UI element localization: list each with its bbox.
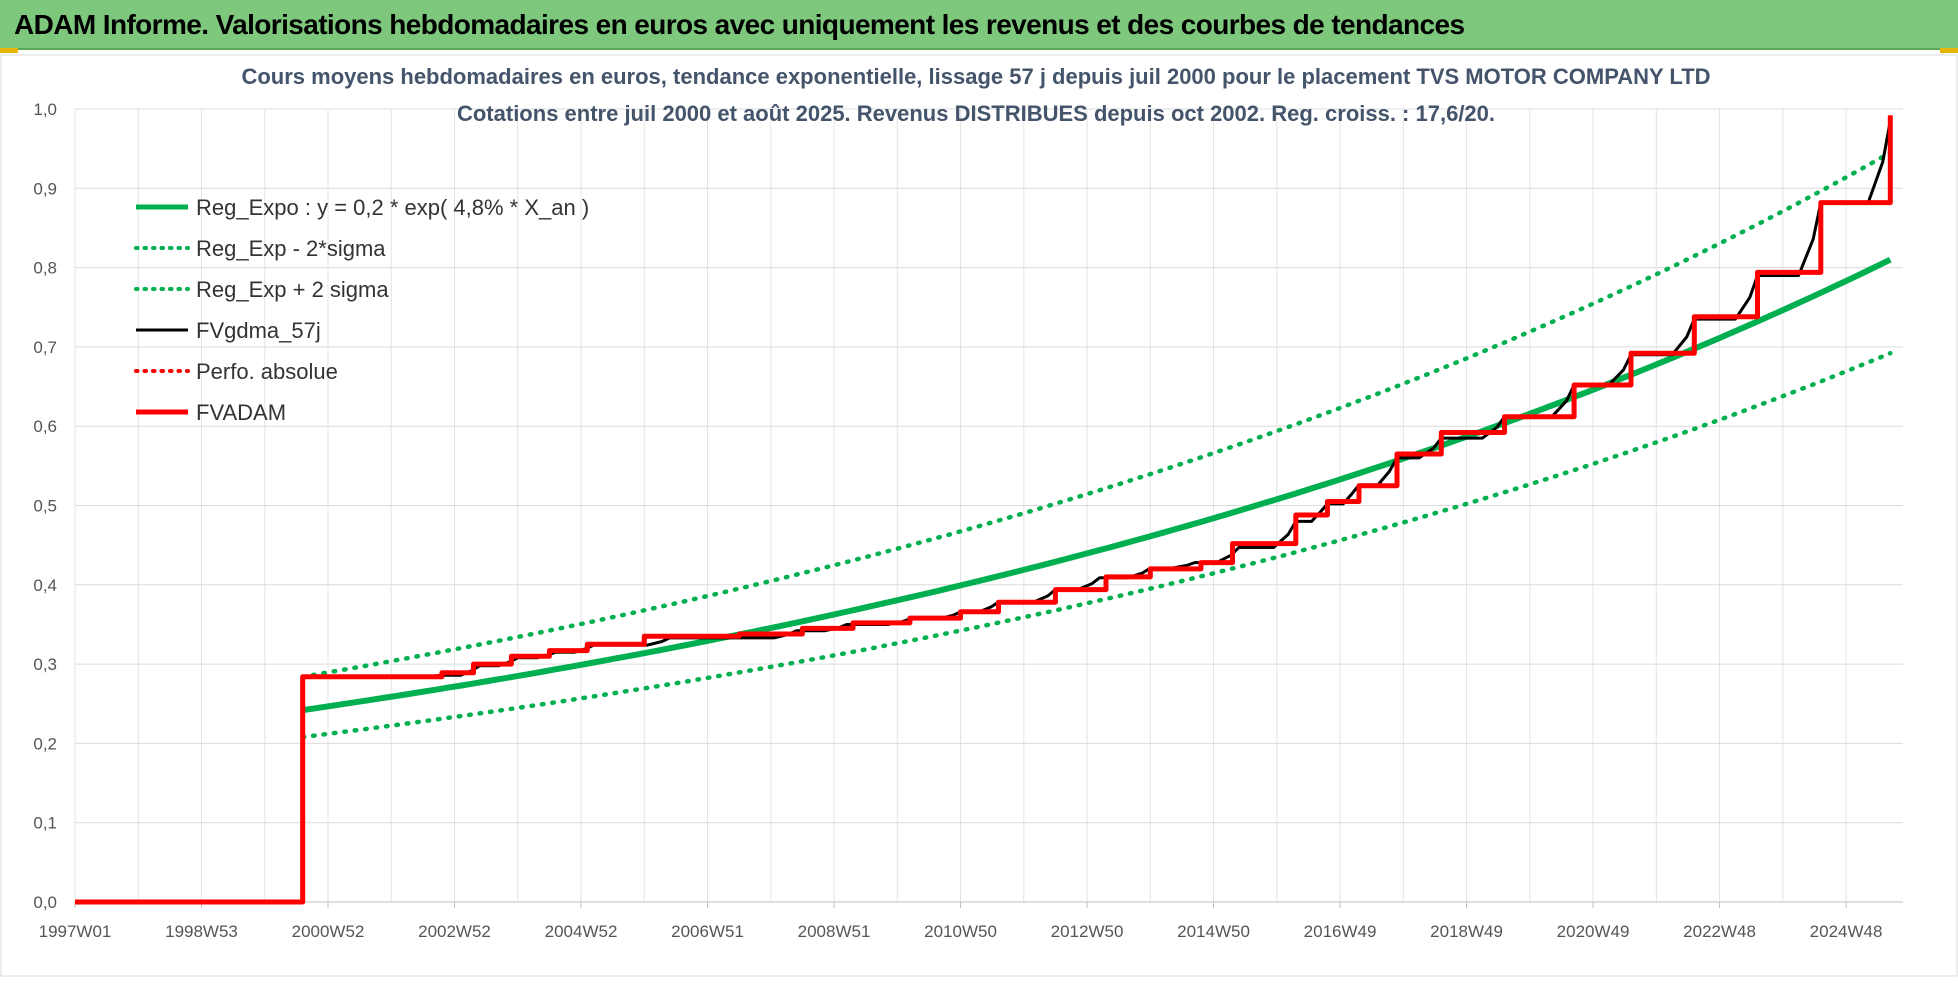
legend-label: Reg_Exp + 2 sigma (196, 277, 389, 302)
legend-label: FVgdma_57j (196, 318, 321, 343)
x-tick-label: 2024W48 (1810, 922, 1883, 941)
y-tick-label: 0,0 (33, 893, 57, 912)
y-tick-label: 0,7 (33, 338, 57, 357)
y-tick-label: 0,3 (33, 655, 57, 674)
series-line-5 (75, 115, 1893, 905)
legend-label: Reg_Exp - 2*sigma (196, 236, 386, 261)
legend-label: Perfo. absolue (196, 359, 338, 384)
legend: Reg_Expo : y = 0,2 * exp( 4,8% * X_an ) R… (134, 195, 589, 425)
x-tick-label: 2018W49 (1430, 922, 1503, 941)
legend-label: FVADAM (196, 400, 286, 425)
x-tick-label: 2002W52 (418, 922, 491, 941)
x-tick-label: 2012W50 (1051, 922, 1124, 941)
y-tick-label: 0,2 (33, 734, 57, 753)
y-tick-label: 0,8 (33, 259, 57, 278)
series-layer (75, 115, 1893, 905)
legend-label: Reg_Expo : y = 0,2 * exp( 4,8% * X_an ) (196, 195, 589, 220)
corner-marker-right (1940, 48, 1958, 53)
y-tick-label: 0,4 (33, 576, 57, 595)
x-tick-label: 2020W49 (1557, 922, 1630, 941)
chart-subtitle: Cotations entre juil 2000 et août 2025. … (457, 101, 1495, 126)
banner: ADAM Informe. Valorisations hebdomadaire… (0, 0, 1958, 50)
series-line-0 (302, 257, 1892, 714)
x-tick-label: 1998W53 (165, 922, 238, 941)
series-line-2 (300, 150, 1893, 680)
series-line-1 (300, 350, 1893, 740)
y-tick-label: 0,1 (33, 814, 57, 833)
x-tick-label: 2010W50 (924, 922, 997, 941)
chart-svg: 0,0 0,1 0,2 0,3 0,4 0,5 0,6 0,7 0,8 0,9 1,0 1997W01… (0, 54, 1958, 977)
y-tick-label: 0,5 (33, 497, 57, 516)
chart-title-block: Cours moyens hebdomadaires en euros, ten… (241, 64, 1710, 126)
corner-marker-left (0, 48, 18, 53)
chart-title: Cours moyens hebdomadaires en euros, ten… (241, 64, 1710, 89)
axis-layer: 0,0 0,1 0,2 0,3 0,4 0,5 0,6 0,7 0,8 0,9 1,0 1997W01… (33, 100, 1903, 941)
x-tick-label: 2008W51 (798, 922, 871, 941)
x-tick-label: 2000W52 (292, 922, 365, 941)
x-tick-label: 2014W50 (1177, 922, 1250, 941)
x-tick-label: 2006W51 (671, 922, 744, 941)
banner-title: ADAM Informe. Valorisations hebdomadaire… (14, 9, 1465, 40)
y-tick-label: 0,9 (33, 179, 57, 198)
x-tick-label: 2004W52 (545, 922, 618, 941)
grid-layer (0, 54, 1958, 977)
x-tick-label: 2022W48 (1683, 922, 1756, 941)
y-tick-label: 0,6 (33, 417, 57, 436)
chart-border (0, 54, 1958, 977)
x-tick-label: 2016W49 (1304, 922, 1377, 941)
chart-frame: 0,0 0,1 0,2 0,3 0,4 0,5 0,6 0,7 0,8 0,9 1,0 1997W01… (0, 54, 1958, 978)
x-tick-label: 1997W01 (39, 922, 112, 941)
y-tick-label: 1,0 (33, 100, 57, 119)
